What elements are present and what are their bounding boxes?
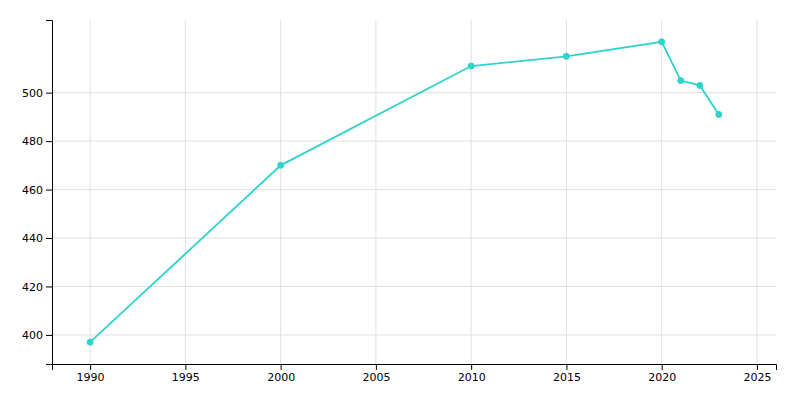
x-axis-tick-mark [471,364,472,370]
x-axis-tick-mark [281,364,282,370]
x-axis-tick: 2000 [267,364,295,384]
y-axis-tick: 420 [22,280,52,293]
y-axis-tick-mark [46,286,52,287]
plot-root: 1990 1995 2000 2005 2010 2015 2020 2025 400 420 44… [22,20,777,384]
y-axis-tick: 500 [22,87,52,100]
x-axis-tick-mark [757,364,758,370]
x-axis-tick-label: 1995 [172,371,200,384]
grid-line-x [756,20,757,364]
y-axis-domain [46,21,53,365]
x-axis-tick-label: 2000 [267,371,295,384]
grid-line-y [52,92,776,93]
x-axis-tick: 2025 [743,364,771,384]
grid-line-x [661,20,662,364]
x-axis-tick-mark [566,364,567,370]
x-axis-tick-label: 2025 [743,371,771,384]
grid-line-x [280,20,281,364]
grid-line-y [52,238,776,239]
x-axis-tick: 2005 [362,364,390,384]
y-axis-tick-label: 420 [22,280,43,293]
x-axis-tick-mark [662,364,663,370]
y-axis-tick-label: 400 [22,329,43,342]
x-axis-tick: 2010 [458,364,486,384]
y-axis-tick: 400 [22,329,52,342]
x-axis-tick-label: 2005 [362,371,390,384]
x-axis-tick-label: 2020 [648,371,676,384]
x-axis-tick-mark [185,364,186,370]
grid-line-x [185,20,186,364]
chart-container: 1990 1995 2000 2005 2010 2015 2020 2025 400 420 44… [0,0,800,400]
x-axis-tick-label: 2010 [458,371,486,384]
x-axis-tick-mark [376,364,377,370]
x-axis-tick-label: 1990 [77,371,105,384]
grid-line-x [90,20,91,364]
x-axis-tick: 1995 [172,364,200,384]
data-point [716,111,722,117]
data-point [87,339,93,345]
data-point [678,78,684,84]
y-axis-tick-label: 460 [22,184,43,197]
chart-svg: 1990 1995 2000 2005 2010 2015 2020 2025 400 420 44… [0,0,800,400]
data-point [563,53,569,59]
grid-line-y [52,334,776,335]
x-axis-tick-mark [90,364,91,370]
y-axis-tick-label: 480 [22,135,43,148]
grid-line-x [375,20,376,364]
grid-line-y [52,189,776,190]
x-axis-tick: 1990 [77,364,105,384]
grid-line-x [471,20,472,364]
grid-line-x [566,20,567,364]
x-axis-tick-label: 2015 [553,371,581,384]
y-axis-tick-label: 440 [22,232,43,245]
y-axis-tick: 440 [22,232,52,245]
y-axis-tick-mark [46,238,52,239]
x-axis-tick: 2015 [553,364,581,384]
x-axis-domain [53,365,777,371]
y-axis-tick-mark [46,141,52,142]
y-axis-tick: 480 [22,135,52,148]
y-axis-tick-mark [46,335,52,336]
data-point [697,82,703,88]
x-axis: 1990 1995 2000 2005 2010 2015 2020 2025 [53,364,777,384]
y-axis-tick-mark [46,93,52,94]
data-point [278,162,284,168]
data-point [659,39,665,45]
plot-area [87,39,722,345]
grid [52,20,776,364]
x-axis-tick: 2020 [648,364,676,384]
y-axis: 400 420 440 460 480 500 [22,21,53,365]
y-axis-tick-mark [46,190,52,191]
data-point [468,63,474,69]
y-axis-tick: 460 [22,184,52,197]
grid-line-y [52,286,776,287]
y-axis-tick-label: 500 [22,87,43,100]
grid-line-y [52,141,776,142]
data-line [90,42,719,342]
